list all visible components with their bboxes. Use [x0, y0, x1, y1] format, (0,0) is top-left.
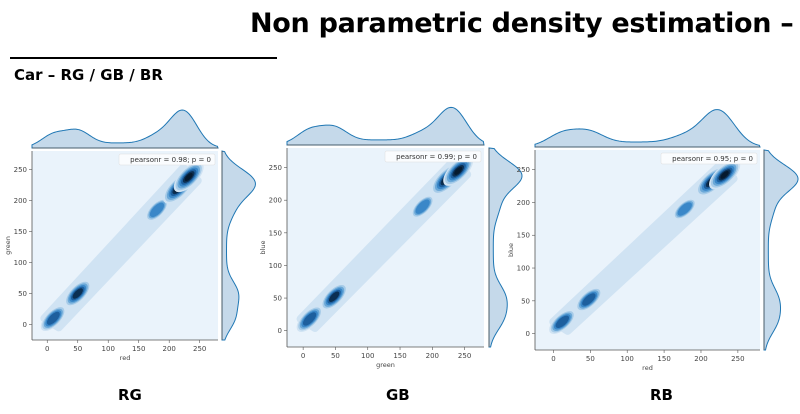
y-tick-label: 100 — [14, 259, 27, 267]
y-axis-label: blue — [259, 240, 267, 254]
y-tick-label: 50 — [18, 290, 27, 298]
x-tick-label: 150 — [393, 352, 406, 360]
x-axis-label: red — [120, 354, 131, 362]
x-tick-label: 200 — [163, 345, 176, 353]
y-axis-label: blue — [507, 243, 515, 257]
y-tick-label: 150 — [269, 229, 282, 237]
density-contour — [184, 172, 193, 182]
right-marginal-kde — [763, 149, 799, 351]
y-tick-label: 50 — [273, 295, 282, 303]
x-tick-label: 50 — [586, 355, 595, 363]
density-contour — [582, 293, 596, 306]
x-tick-label: 200 — [694, 355, 707, 363]
y-tick-label: 200 — [517, 199, 530, 207]
legend-box — [118, 153, 216, 166]
x-tick-label: 250 — [193, 345, 206, 353]
y-tick-label: 250 — [14, 166, 27, 174]
legend-text: pearsonr = 0.98; p = 0 — [130, 156, 211, 164]
y-axis-label: green — [4, 236, 12, 255]
legend-text: pearsonr = 0.99; p = 0 — [396, 153, 477, 161]
density-contour — [328, 291, 340, 302]
x-tick-label: 200 — [426, 352, 439, 360]
x-tick-label: 100 — [102, 345, 115, 353]
title-divider — [10, 57, 277, 59]
y-tick-label: 0 — [278, 327, 282, 335]
top-marginal-kde — [534, 109, 761, 148]
y-tick-label: 200 — [269, 197, 282, 205]
density-contour — [302, 312, 317, 326]
y-tick-label: 150 — [517, 232, 530, 240]
legend-box — [384, 150, 482, 163]
density-contour — [720, 171, 729, 179]
density-contour — [454, 166, 463, 175]
x-tick-label: 0 — [45, 345, 49, 353]
y-tick-label: 250 — [269, 164, 282, 172]
panel-label-gb: GB — [386, 386, 410, 404]
y-tick-label: 250 — [517, 166, 530, 174]
x-tick-label: 100 — [621, 355, 634, 363]
density-contour — [149, 202, 165, 218]
density-contour — [677, 202, 692, 216]
panel-label-rb: RB — [650, 386, 673, 404]
x-tick-label: 100 — [361, 352, 374, 360]
panel-label-rg: RG — [118, 386, 142, 404]
slide-subtitle: Car – RG / GB / BR — [14, 66, 163, 84]
x-axis-label: red — [642, 364, 653, 372]
y-tick-label: 0 — [526, 330, 530, 338]
top-marginal-kde — [286, 106, 485, 146]
y-tick-label: 50 — [521, 297, 530, 305]
jointplot-2: 0 50 100 150 200 250 0 50 100 150 200 250 red blue pea… — [507, 109, 799, 372]
slide-title: Non parametric density estimation – 2D — [250, 8, 800, 39]
x-tick-label: 0 — [551, 355, 555, 363]
legend-box — [660, 152, 758, 165]
x-tick-label: 250 — [731, 355, 744, 363]
jointplot-0: 0 50 100 150 200 250 0 50 100 150 200 250 red green pe… — [4, 109, 256, 362]
x-tick-label: 150 — [132, 345, 145, 353]
x-axis-label: green — [376, 361, 395, 369]
x-tick-label: 50 — [331, 352, 340, 360]
right-marginal-kde — [221, 150, 256, 341]
legend-text: pearsonr = 0.95; p = 0 — [672, 155, 753, 163]
density-contour — [415, 199, 430, 214]
x-tick-label: 250 — [458, 352, 471, 360]
right-marginal-kde — [488, 147, 523, 348]
x-tick-label: 150 — [657, 355, 670, 363]
x-tick-label: 0 — [301, 352, 305, 360]
y-tick-label: 200 — [14, 197, 27, 205]
y-tick-label: 100 — [269, 262, 282, 270]
density-contour — [72, 288, 83, 299]
y-tick-label: 0 — [23, 321, 27, 329]
density-contour — [555, 315, 569, 329]
y-tick-label: 100 — [517, 265, 530, 273]
density-contour — [46, 311, 60, 325]
jointplot-1: 0 50 100 150 200 250 0 50 100 150 200 250 green blue p… — [259, 106, 523, 369]
x-tick-label: 50 — [73, 345, 82, 353]
top-marginal-kde — [31, 109, 219, 149]
y-tick-label: 150 — [14, 228, 27, 236]
